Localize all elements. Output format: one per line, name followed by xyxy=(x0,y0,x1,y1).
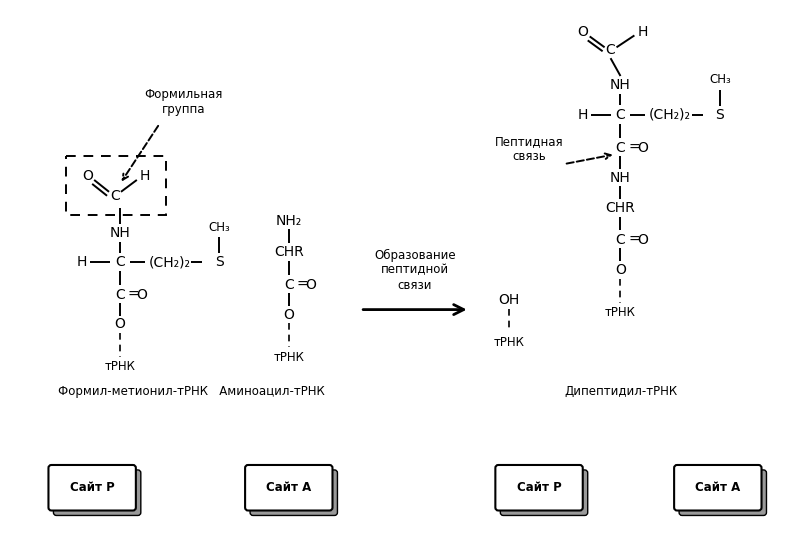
Text: C: C xyxy=(605,43,616,57)
Text: H: H xyxy=(77,255,87,269)
Text: CH₃: CH₃ xyxy=(209,221,231,234)
Text: O: O xyxy=(136,288,147,302)
Text: S: S xyxy=(716,108,724,122)
Text: NH₂: NH₂ xyxy=(276,214,302,228)
Text: C: C xyxy=(115,288,125,302)
Text: =: = xyxy=(629,233,640,247)
Text: C: C xyxy=(115,255,125,269)
Text: Сайт А: Сайт А xyxy=(266,481,311,494)
Text: OH: OH xyxy=(499,293,520,307)
Text: Формильная
группа: Формильная группа xyxy=(144,88,222,116)
Text: S: S xyxy=(215,255,223,269)
Text: O: O xyxy=(637,141,648,155)
FancyBboxPatch shape xyxy=(679,470,767,516)
Text: Сайт А: Сайт А xyxy=(696,481,741,494)
Text: C: C xyxy=(616,233,625,247)
Text: NH: NH xyxy=(610,171,631,185)
Text: H: H xyxy=(638,25,647,39)
Text: Дипептидил-тРНК: Дипептидил-тРНК xyxy=(564,385,677,398)
Text: O: O xyxy=(284,307,294,321)
Text: Образование
пептидной
связи: Образование пептидной связи xyxy=(374,248,455,292)
Text: C: C xyxy=(616,108,625,122)
Text: тРНК: тРНК xyxy=(273,351,304,364)
Text: =: = xyxy=(297,278,309,292)
Text: CHR: CHR xyxy=(605,201,635,215)
FancyBboxPatch shape xyxy=(250,470,338,516)
Text: Сайт Р: Сайт Р xyxy=(517,481,562,494)
FancyBboxPatch shape xyxy=(245,465,333,511)
Text: O: O xyxy=(615,263,626,277)
Text: O: O xyxy=(577,25,588,39)
Text: тРНК: тРНК xyxy=(494,336,525,349)
FancyBboxPatch shape xyxy=(496,465,583,511)
Text: O: O xyxy=(114,318,126,332)
Text: NH: NH xyxy=(110,226,131,240)
Text: тРНК: тРНК xyxy=(105,360,135,373)
Text: O: O xyxy=(305,278,316,292)
Text: C: C xyxy=(616,141,625,155)
Text: (CH₂)₂: (CH₂)₂ xyxy=(649,108,692,122)
Text: Сайт Р: Сайт Р xyxy=(70,481,114,494)
Text: CHR: CHR xyxy=(274,245,304,259)
Text: (CH₂)₂: (CH₂)₂ xyxy=(148,255,191,269)
Text: NH: NH xyxy=(610,78,631,92)
Text: CH₃: CH₃ xyxy=(709,74,731,87)
Text: =: = xyxy=(128,288,139,302)
Text: =: = xyxy=(629,141,640,155)
Text: тРНК: тРНК xyxy=(605,306,636,319)
Text: O: O xyxy=(637,233,648,247)
Text: H: H xyxy=(139,169,150,183)
Text: O: O xyxy=(81,169,93,183)
Text: Формил-метионил-тРНК   Аминоацил-тРНК: Формил-метионил-тРНК Аминоацил-тРНК xyxy=(58,385,325,398)
Text: C: C xyxy=(284,278,293,292)
FancyBboxPatch shape xyxy=(674,465,762,511)
Text: C: C xyxy=(110,189,120,203)
Text: H: H xyxy=(578,108,588,122)
FancyBboxPatch shape xyxy=(501,470,588,516)
FancyBboxPatch shape xyxy=(48,465,136,511)
Text: Пептидная
связь: Пептидная связь xyxy=(495,135,563,163)
FancyBboxPatch shape xyxy=(53,470,141,516)
